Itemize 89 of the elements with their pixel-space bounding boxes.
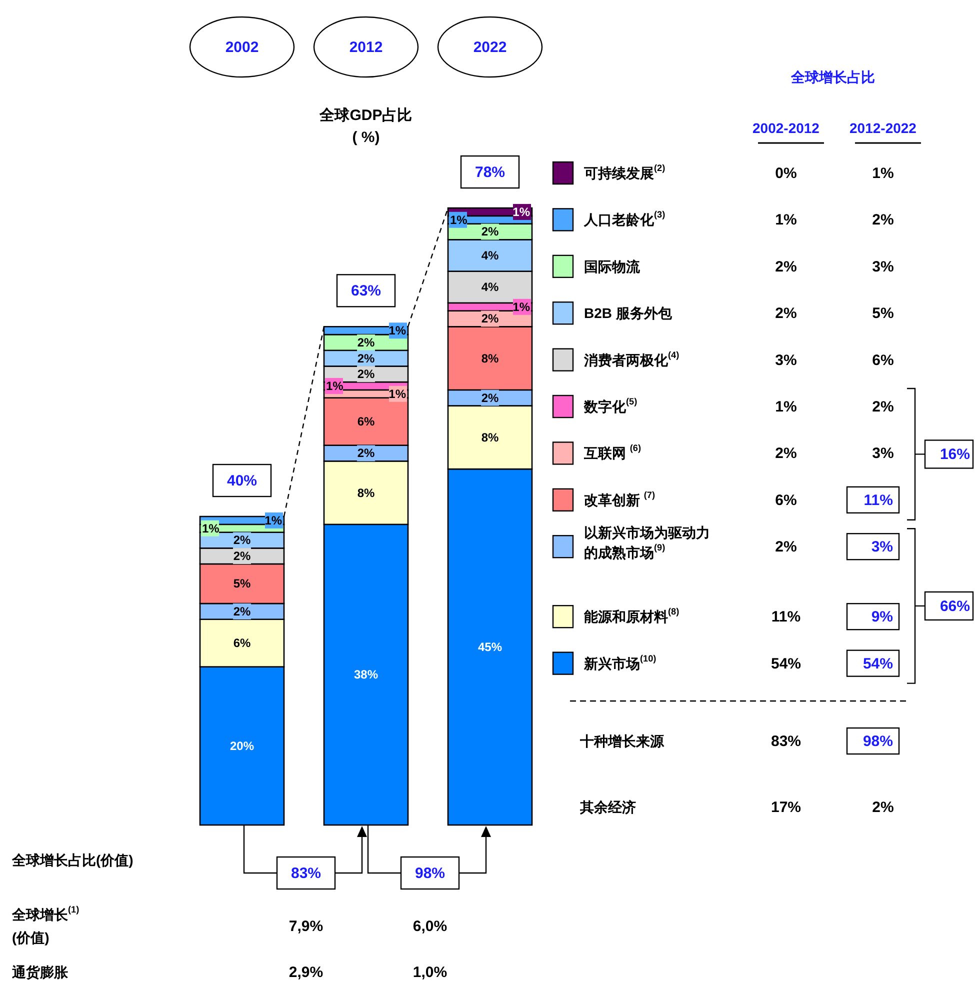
- data-label: 8%: [481, 351, 499, 366]
- data-label: 1%: [264, 513, 282, 528]
- data-label: 2%: [481, 224, 499, 239]
- text: 1%: [872, 164, 894, 182]
- data-label: 4%: [481, 280, 499, 294]
- text: 5%: [872, 304, 894, 322]
- legend-label: 互联网 $^{(6)}$: [583, 443, 642, 462]
- text: 2%: [775, 538, 797, 556]
- text: 6,0%: [412, 918, 448, 934]
- category-label: 全球增长$^{(1)}$ (价值): [12, 904, 80, 946]
- data-label: 38%: [354, 668, 378, 682]
- text: 2%: [775, 444, 797, 462]
- text: 98%: [414, 864, 446, 882]
- data-label: 1%: [388, 386, 406, 401]
- total-label: 63%: [350, 282, 382, 300]
- text: 6%: [775, 491, 797, 508]
- text: 6%: [872, 351, 894, 368]
- text: 2%: [775, 304, 797, 322]
- text: 17%: [770, 798, 802, 816]
- category-label: 全球增长占比(价值): [12, 852, 134, 868]
- data-label: 6%: [233, 636, 251, 650]
- data-label: 6%: [357, 414, 375, 429]
- text: 1%: [775, 211, 797, 228]
- text: 2,9%: [288, 964, 324, 980]
- data-label: 1%: [450, 212, 468, 227]
- text: 83%: [770, 732, 802, 750]
- category-label: 2002-2012: [752, 120, 820, 136]
- data-label: 2%: [481, 390, 499, 405]
- data-label: 1%: [326, 378, 344, 393]
- text: 11%: [771, 608, 801, 626]
- legend-label: 以新兴市场为驱动力的成熟市场$^{(9)}$: [584, 524, 710, 561]
- x-tick-label: 2022: [473, 38, 507, 56]
- text: 2%: [872, 798, 894, 816]
- text: 3%: [871, 538, 893, 556]
- data-label: 2%: [233, 533, 251, 548]
- data-label: 5%: [233, 576, 251, 591]
- data-label: 2%: [357, 367, 375, 382]
- data-label: 2%: [357, 446, 375, 460]
- legend-label: 国际物流: [584, 258, 641, 274]
- legend-label: 能源和原材料$^{(8)}$: [584, 606, 680, 625]
- total-label: 40%: [226, 472, 258, 489]
- text: 7,9%: [288, 918, 324, 934]
- data-label: 1%: [512, 300, 530, 314]
- data-label: 1%: [512, 204, 530, 219]
- text: 11%: [864, 491, 893, 508]
- data-label: 45%: [478, 640, 502, 654]
- text: 2%: [775, 258, 797, 275]
- legend-label: 改革创新 $^{(7)}$: [584, 490, 656, 508]
- data-label: 2%: [481, 312, 499, 326]
- legend-label: 数字化$^{(5)}$: [583, 396, 638, 414]
- text: 9%: [871, 608, 893, 626]
- chart-title: 全球GDP占比 ( %): [318, 106, 412, 146]
- text: 16%: [940, 446, 970, 463]
- legend-label: 消费者两极化$^{(4)}$: [583, 350, 680, 368]
- text: 3%: [775, 351, 797, 368]
- text: 98%: [862, 732, 893, 750]
- category-label: 其余经济: [580, 799, 636, 815]
- legend-label: 可持续发展$^{(2)}$: [583, 163, 666, 181]
- legend-label: B2B 服务外包: [584, 305, 673, 322]
- data-label: 2%: [357, 351, 375, 366]
- legend-label: 人口老龄化$^{(3)}$: [583, 210, 666, 228]
- data-label: 1%: [388, 324, 406, 338]
- x-tick-label: 2002: [225, 38, 259, 56]
- text: 1,0%: [412, 964, 448, 980]
- category-label: 通货膨胀: [12, 964, 68, 980]
- category-label: 十种增长来源: [580, 733, 664, 749]
- data-label: 2%: [357, 335, 375, 350]
- data-label: 8%: [481, 430, 499, 444]
- x-tick-label: 2012: [349, 38, 383, 56]
- text: 66%: [940, 597, 970, 614]
- data-label: 2%: [233, 604, 251, 618]
- text: 0%: [775, 164, 797, 182]
- text: 3%: [872, 258, 894, 275]
- data-label: 20%: [230, 738, 254, 753]
- category-label: 2012-2022: [850, 120, 917, 136]
- data-label: 1%: [202, 521, 220, 536]
- text: 54%: [770, 654, 802, 672]
- text: 3%: [872, 444, 894, 462]
- text: 2%: [872, 398, 894, 415]
- data-label: 8%: [357, 486, 375, 500]
- text: 2%: [872, 211, 894, 228]
- total-label: 78%: [474, 164, 506, 180]
- data-label: 4%: [481, 248, 499, 262]
- data-label: 2%: [233, 549, 251, 564]
- text: 全球增长占比: [790, 69, 875, 85]
- legend-label: 新兴市场$^{(10)}$: [583, 653, 656, 672]
- text: 1%: [775, 398, 797, 415]
- text: 54%: [862, 654, 893, 672]
- text: 83%: [290, 864, 322, 882]
